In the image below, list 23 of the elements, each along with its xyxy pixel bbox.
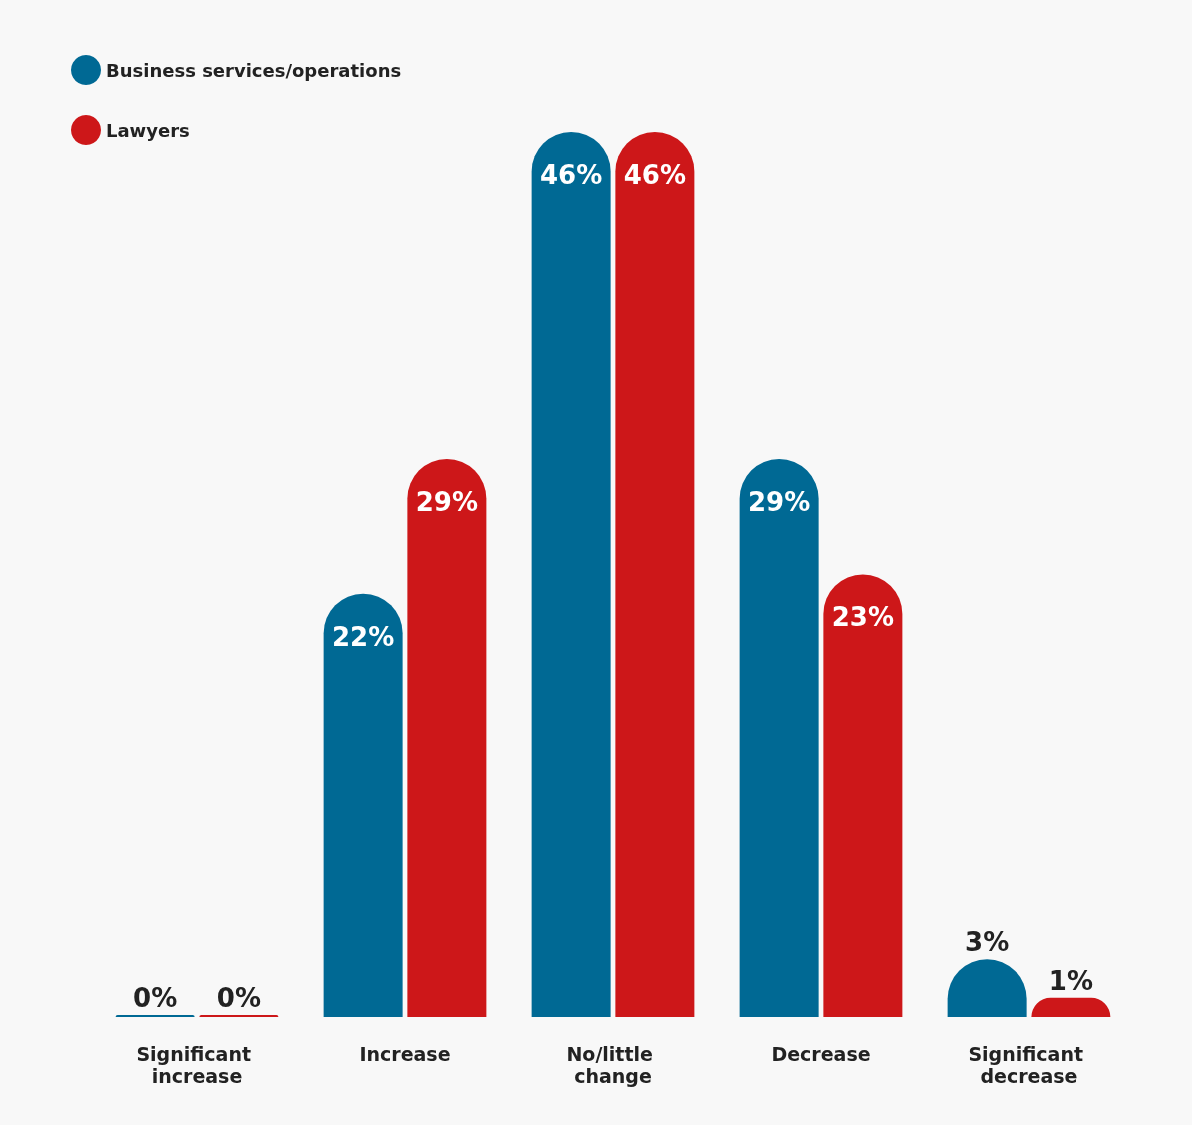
data-label: 0% xyxy=(133,983,178,1013)
data-label: 29% xyxy=(415,487,478,518)
bar xyxy=(823,574,903,1017)
x-tick-label: Significant increase xyxy=(136,1043,258,1087)
data-label: 29% xyxy=(748,487,811,518)
x-tick-label: Significant decrease xyxy=(968,1043,1090,1087)
data-label: 0% xyxy=(216,983,261,1013)
data-label: 22% xyxy=(332,621,395,652)
x-tick-label: No/little change xyxy=(566,1043,660,1087)
bar xyxy=(531,131,611,1017)
legend-label: Lawyers xyxy=(106,119,190,141)
data-label: 46% xyxy=(540,159,603,190)
bar xyxy=(739,459,819,1017)
data-label: 3% xyxy=(965,927,1010,958)
bar xyxy=(615,131,695,1017)
data-label: 23% xyxy=(831,602,894,633)
x-tick-label: Decrease xyxy=(771,1043,871,1065)
bar xyxy=(323,593,403,1017)
legend-label: Business services/operations xyxy=(106,59,402,81)
x-tick-label: Increase xyxy=(359,1043,451,1065)
data-label: 1% xyxy=(1048,965,1093,996)
data-label: 46% xyxy=(623,159,686,190)
bar xyxy=(407,459,487,1017)
